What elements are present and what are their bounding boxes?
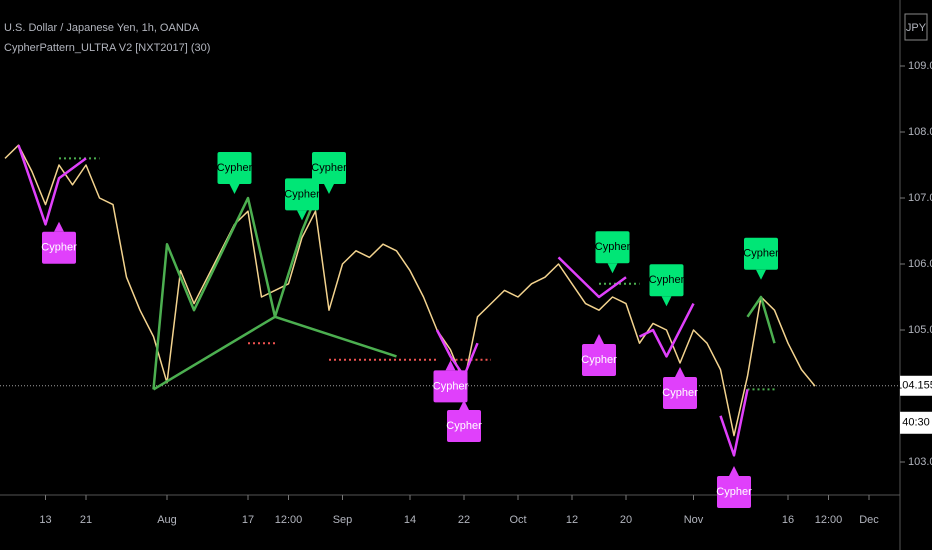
y-tick-label: 106.000 [908,258,932,270]
x-tick-label: Aug [157,514,177,526]
annotation-label: Cypher [595,241,631,253]
annotation-label: Cypher [217,162,253,174]
annotation-pointer [607,263,618,274]
pattern-line [557,256,627,299]
annotation-box [42,231,76,264]
annotation-pointer [54,221,64,232]
annotation-pointer [675,367,685,377]
x-tick-label: 13 [39,514,51,526]
y-tick-label: 107.000 [908,192,932,204]
annotation-label: Cypher [311,162,347,174]
x-tick-label: 17 [242,514,254,526]
annotation-label: Cypher [662,387,698,399]
annotation-pointer [729,466,739,476]
annotation-pointer [229,184,240,194]
x-tick-label: Dec [859,514,879,526]
x-tick-label: 12:00 [275,514,303,526]
annotation-label: Cypher [743,248,779,260]
pattern-line [719,389,749,457]
annotation-box [663,377,697,409]
annotation-box [447,410,481,442]
annotation-label: Cypher [446,420,482,432]
x-tick-label: Sep [333,514,353,526]
annotation-box [285,178,319,211]
pattern-line [152,196,317,390]
y-tick-label: 103.000 [908,456,932,468]
y-tick-label: 108.000 [908,126,932,138]
x-tick-label: 22 [458,514,470,526]
currency: JPY [906,22,927,34]
x-tick-label: 14 [404,514,416,526]
y-tick-label: 105.000 [908,324,932,336]
annotation-box [217,152,252,184]
annotation-label: Cypher [41,242,77,254]
x-tick-label: 20 [620,514,632,526]
x-tick-label: 21 [80,514,92,526]
y-tick-label: 109.000 [908,60,932,72]
annotation-pointer [324,184,334,194]
x-tick-label: 12 [566,514,578,526]
annotation-label: Cypher [433,380,469,392]
x-tick-label: Oct [509,514,526,526]
annotation-label: Cypher [649,274,685,286]
pattern-line [435,329,479,378]
pattern-line [746,295,776,344]
x-tick-label: 12:00 [815,514,843,526]
annotation-pointer [594,334,604,344]
indicator-name: CypherPattern_ULTRA V2 [NXT2017] (30) [4,42,210,54]
annotation-label: Cypher [716,486,752,498]
pattern-line [152,315,397,391]
annotation-pointer [756,269,766,280]
pattern-line [638,303,695,358]
annotation-label: Cypher [284,188,320,200]
annotation-box [744,237,778,270]
annotation-box [717,476,751,508]
annotation-box [649,264,684,297]
currency-box [904,13,928,41]
annotation-box [433,370,468,403]
chart-title: U.S. Dollar / Japanese Yen, 1h, OANDA [4,22,200,34]
x-tick-label: 16 [782,514,794,526]
annotation-box [582,344,616,376]
annotation-pointer [297,210,307,221]
annotation-box [595,231,630,264]
last-price: 104.155 [896,380,932,392]
countdown: 40:30 [902,417,930,429]
annotation-pointer [459,400,469,410]
annotation-pointer [661,296,672,307]
annotation-pointer [445,360,456,371]
annotation-label: Cypher [581,354,617,366]
price-line [4,144,816,437]
last-price-box [900,375,932,396]
x-tick-label: Nov [684,514,704,526]
countdown-box [900,411,932,434]
pattern-line [17,144,87,226]
annotation-box [312,152,346,184]
